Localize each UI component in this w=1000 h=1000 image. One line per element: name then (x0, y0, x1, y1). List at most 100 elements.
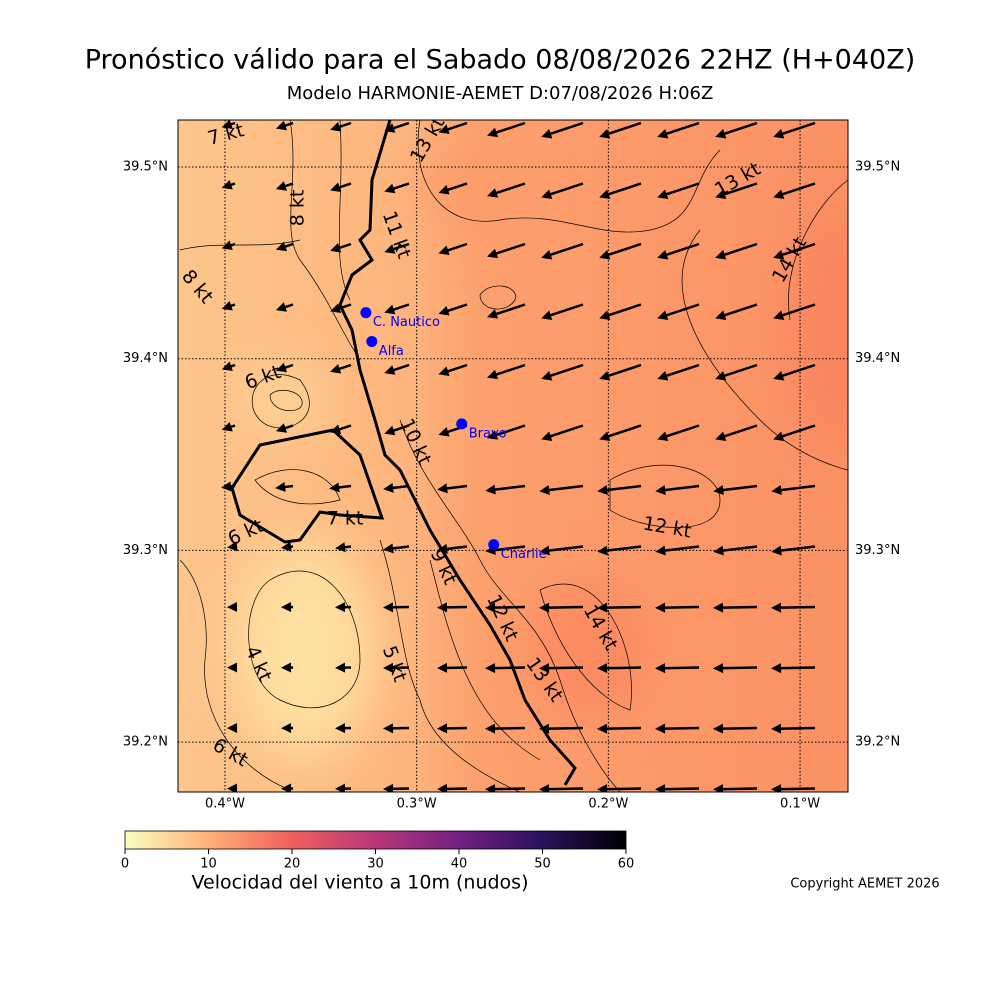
axes: 0.4°W 0.3°W 0.2°W 0.1°W 39.5°N 39.5°N 39.4°N 39… (123, 159, 900, 811)
wind-arrow-head (383, 723, 394, 734)
y-tick-label: 39.2°N (855, 735, 900, 750)
wind-arrow-head (384, 123, 396, 133)
wind-arrow-head (438, 245, 450, 256)
wind-arrow-shaft (776, 666, 816, 670)
wind-arrow-shaft (778, 363, 816, 379)
wind-arrow-head (383, 602, 394, 613)
wind-arrow-shaft (776, 726, 816, 731)
wind-arrow-head (485, 663, 496, 674)
wind-arrow-head (437, 602, 448, 613)
wind-arrow-shaft (778, 182, 816, 197)
wind-arrow-head (541, 189, 553, 199)
wind-arrow-head (657, 370, 669, 381)
coastline (338, 120, 577, 786)
wind-arrow-head (221, 481, 232, 492)
wind-arrow-head (773, 128, 785, 139)
wind-arrow-head (383, 543, 394, 554)
wind-arrow-head (539, 784, 550, 792)
wind-arrow-head (713, 485, 724, 496)
wind-arrow-shaft (602, 666, 642, 670)
colorbar-tick-label: 50 (534, 857, 551, 872)
wind-arrow-shaft (776, 787, 816, 791)
wind-arrow-shaft (778, 303, 816, 318)
wind-arrow-shaft (660, 726, 700, 731)
station-marker (456, 418, 468, 430)
wind-arrow-head (281, 723, 292, 734)
wind-arrow-shaft (720, 424, 758, 439)
wind-arrow-head (275, 181, 287, 191)
wind-arrow-shaft (720, 182, 758, 197)
lagoon-outline (230, 428, 385, 544)
contours (179, 120, 848, 792)
wind-arrow-head (487, 127, 499, 138)
wind-arrow-shaft (661, 484, 700, 492)
wind-arrow-shaft (778, 121, 816, 137)
wind-arrow-head (485, 723, 496, 734)
wind-arrow-head (275, 241, 287, 252)
wind-arrow-head (438, 124, 450, 135)
wind-arrow-head (487, 309, 499, 319)
wind-arrow-head (715, 189, 727, 199)
wind-arrow-head (384, 365, 396, 375)
wind-arrow-head (597, 784, 608, 792)
wind-arrow-head (541, 370, 553, 381)
wind-arrow-head (657, 189, 669, 199)
colorbar-tick-label: 10 (200, 857, 217, 872)
wind-arrow-head (437, 483, 448, 494)
wind-arrow-shaft (603, 484, 642, 492)
wind-arrow-head (335, 542, 346, 553)
y-tick-label: 39.3°N (855, 543, 900, 558)
wind-arrow-shaft (546, 303, 584, 318)
wind-arrow-head (541, 431, 553, 441)
wind-arrow-head (541, 310, 553, 320)
y-tick-label: 39.5°N (855, 159, 900, 174)
station-marker (488, 539, 500, 551)
wind-arrow-head (771, 723, 782, 734)
copyright: Copyright AEMET 2026 (790, 877, 939, 892)
wind-arrow-shaft (546, 121, 584, 137)
wind-arrow-head (599, 431, 611, 441)
wind-arrow-shaft (492, 303, 526, 317)
wind-arrow-shaft (491, 484, 526, 492)
station-label: Bravo (469, 426, 507, 441)
wind-arrow-head (438, 427, 450, 437)
wind-arrow-head (655, 723, 666, 734)
wind-arrow-head (383, 662, 394, 673)
contour-label: 8 kt (287, 190, 309, 227)
wind-arrow-head (655, 485, 666, 496)
station-label: C. Nautico (373, 315, 440, 330)
wind-arrow-head (438, 185, 450, 195)
wind-arrow-head (539, 545, 550, 556)
wind-arrow-head (597, 485, 608, 496)
wind-arrow-shaft (545, 545, 584, 553)
x-tick-label: 0.3°W (397, 797, 437, 812)
wind-arrow-head (221, 120, 233, 130)
wind-arrow-head (773, 310, 785, 320)
wind-arrow-head (330, 364, 342, 374)
wind-arrow-head (335, 662, 346, 673)
graticule (178, 120, 848, 792)
y-tick-label: 39.4°N (855, 351, 900, 366)
wind-arrow-shaft (660, 787, 700, 791)
colorbar (124, 830, 627, 850)
wind-arrow-head (330, 182, 342, 193)
wind-arrow-shaft (443, 121, 468, 132)
wind-arrow-head (485, 784, 496, 792)
wind-arrow-head (599, 189, 611, 199)
wind-arrow-shaft (604, 242, 642, 258)
wind-arrow-shaft (777, 484, 816, 492)
title: Pronóstico válido para el Sabado 08/08/2… (85, 45, 916, 76)
wind-arrow-head (437, 543, 448, 554)
wind-arrow-shaft (544, 666, 584, 670)
wind-arrow-head (713, 663, 724, 674)
wind-arrow-shaft (661, 545, 700, 553)
wind-arrow-head (713, 545, 724, 556)
wind-arrow-head (657, 249, 669, 260)
wind-arrow-shaft (491, 545, 526, 552)
wind-arrow-head (384, 425, 396, 436)
wind-arrow-shaft (545, 484, 584, 492)
wind-arrow-head (384, 183, 396, 194)
wind-arrow-head (438, 366, 450, 377)
colorbar-ticks: 0 10 20 30 40 50 60 (121, 849, 634, 872)
y-tick-label: 39.2°N (123, 735, 168, 750)
